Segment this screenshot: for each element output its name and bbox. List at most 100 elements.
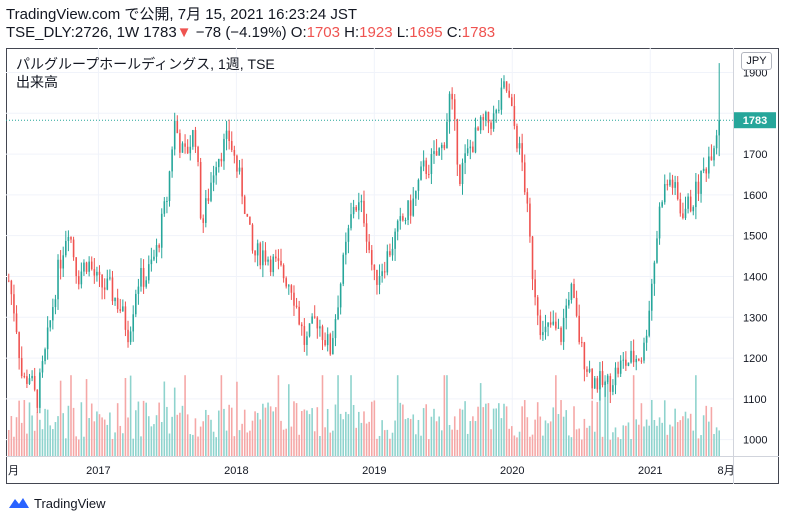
- candle-body: [329, 334, 332, 355]
- candle-body: [127, 329, 129, 343]
- volume-bar: [160, 422, 163, 456]
- volume-bar: [85, 379, 88, 456]
- candle-body: [487, 111, 490, 123]
- candle-body: [129, 331, 132, 343]
- x-tick-label: 8月: [718, 465, 735, 477]
- volume-bar: [391, 432, 394, 456]
- candle-body: [147, 264, 150, 281]
- candle-body: [485, 111, 487, 121]
- volume-bar: [508, 428, 510, 456]
- candle-body: [547, 322, 549, 327]
- candle-body: [13, 294, 15, 314]
- volume-bar: [272, 411, 275, 456]
- candle-body: [505, 81, 508, 91]
- candle-body: [189, 146, 192, 154]
- candlestick-chart[interactable]: 1783 1000 1100 1200 1300 1400 1500 1600 1700 1900…: [6, 48, 779, 484]
- candle-body: [269, 259, 272, 273]
- volume-bar: [396, 375, 399, 456]
- volume-bar: [622, 425, 625, 456]
- volume-bar: [280, 420, 282, 456]
- candle-body: [591, 368, 593, 389]
- candle-body: [155, 245, 158, 257]
- candle-body: [472, 146, 474, 153]
- volume-bar: [54, 422, 57, 456]
- volume-bar: [319, 435, 321, 456]
- volume-bar: [718, 430, 720, 456]
- volume-bar: [676, 422, 679, 456]
- volume-bar: [52, 429, 54, 456]
- candle-body: [256, 243, 259, 256]
- x-tick-label: 2018: [224, 465, 248, 477]
- volume-bar: [212, 431, 215, 456]
- candle-body: [114, 297, 116, 302]
- volume-bar: [101, 417, 103, 456]
- volume-bar: [267, 402, 269, 456]
- volume-bar: [687, 418, 689, 456]
- candle-body: [386, 251, 389, 273]
- candle-body: [555, 321, 557, 329]
- volume-bar: [555, 375, 557, 456]
- candle-body: [223, 138, 225, 162]
- volume-bar: [433, 408, 435, 456]
- candle-body: [498, 109, 500, 111]
- candle-body: [122, 306, 124, 311]
- volume-bar: [293, 401, 295, 456]
- candle-body: [529, 203, 531, 237]
- volume-bar: [127, 417, 129, 456]
- x-tick-label: 2021: [638, 465, 662, 477]
- candle-body: [337, 307, 339, 320]
- volume-bar: [656, 425, 658, 456]
- candle-body: [705, 168, 708, 174]
- volume-bar: [67, 405, 70, 456]
- volume-bar: [669, 424, 671, 456]
- volume-bar: [339, 413, 342, 456]
- volume-bar: [153, 424, 155, 456]
- candle-body: [702, 168, 705, 171]
- candle-body: [311, 316, 313, 324]
- candle-body: [687, 196, 689, 209]
- candle-body: [443, 144, 446, 149]
- candle-body: [251, 224, 254, 251]
- volume-bar: [347, 414, 350, 456]
- candle-body: [249, 216, 251, 225]
- footer-brand[interactable]: TradingView: [8, 494, 106, 512]
- candle-body: [578, 315, 580, 343]
- volume-bar: [407, 417, 409, 456]
- volume-bar: [542, 435, 544, 456]
- candle-body: [596, 378, 599, 390]
- candle-body: [503, 81, 505, 88]
- candle-body: [632, 350, 635, 363]
- last-price-tag: [734, 112, 776, 129]
- candle-body: [399, 216, 402, 221]
- candle-body: [557, 327, 560, 329]
- candle-body: [549, 322, 552, 325]
- candle-body: [518, 143, 521, 149]
- candle-body: [490, 122, 492, 129]
- candle-body: [713, 148, 715, 161]
- candle-body: [661, 202, 663, 207]
- volume-bar: [230, 407, 233, 456]
- candle-body: [267, 259, 269, 262]
- volume-bar: [435, 421, 438, 456]
- candle-body: [163, 201, 166, 214]
- volume-bar: [215, 437, 217, 456]
- volume-bar: [254, 411, 256, 456]
- candle-body: [635, 358, 638, 363]
- volume-bar: [682, 416, 684, 456]
- candle-body: [643, 342, 645, 361]
- open-label: O:: [290, 24, 307, 41]
- candle-body: [404, 219, 407, 221]
- candle-body: [275, 256, 277, 259]
- candle-body: [10, 280, 13, 295]
- currency-button[interactable]: JPY: [741, 52, 772, 70]
- x-tick-label: 2020: [500, 465, 524, 477]
- volume-bar: [116, 403, 119, 456]
- volume-bar: [516, 437, 518, 456]
- volume-bar: [262, 403, 264, 456]
- volume-bar: [466, 433, 469, 456]
- volume-bar: [173, 387, 176, 456]
- volume-bar: [326, 408, 329, 456]
- candle-body: [230, 141, 233, 150]
- volume-bar: [306, 410, 308, 456]
- candle-body: [93, 269, 96, 276]
